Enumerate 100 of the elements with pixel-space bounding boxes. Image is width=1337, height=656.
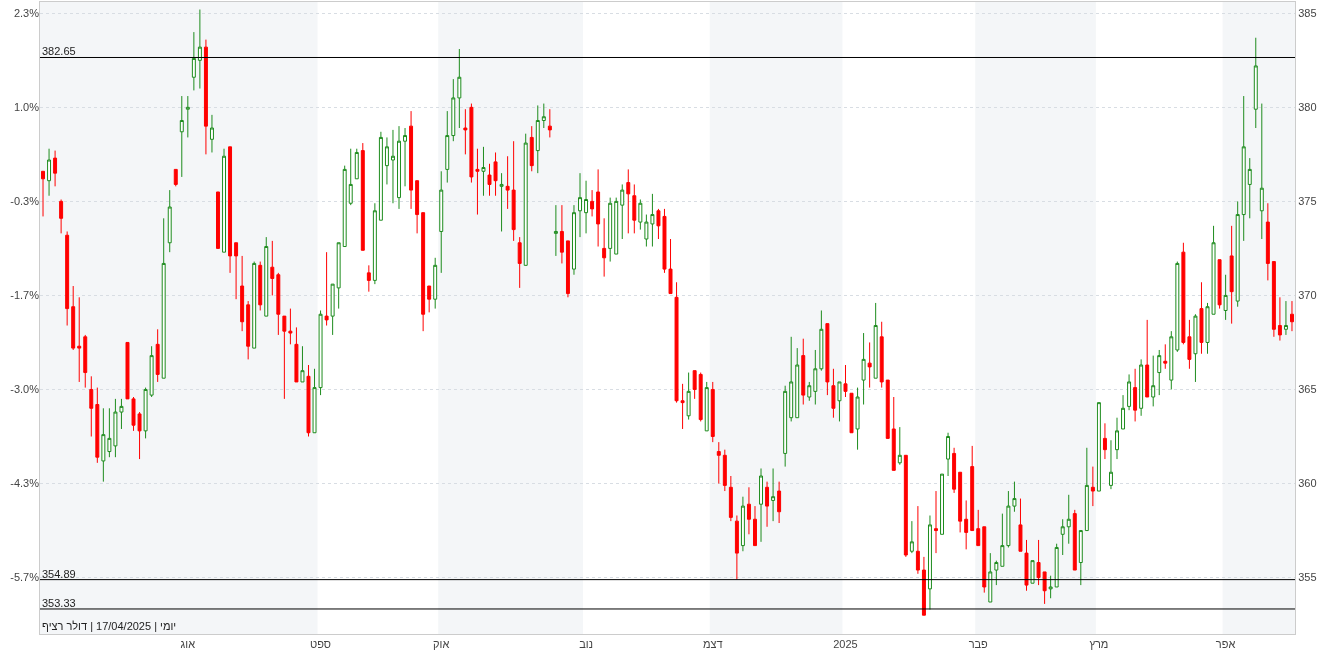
candlestick [783,385,788,468]
y2-tick-label: -3.0% [10,383,40,396]
candlestick [831,368,836,419]
candlestick [535,104,540,174]
candlestick [216,191,220,249]
candlestick [1084,447,1089,532]
candlestick [1127,373,1132,411]
x-tick-label: 2025 [833,638,858,651]
candlestick [789,336,794,422]
candlestick [1151,355,1156,407]
candlestick [964,499,969,550]
y2-tick-label: -5.7% [10,571,40,584]
candlestick [982,526,987,594]
candlestick [336,242,341,310]
candlestick [101,407,106,483]
candlestick [777,481,782,524]
candlestick [988,552,993,603]
candlestick [1102,422,1107,460]
candlestick [934,490,938,554]
candlestick [179,95,184,178]
candlestick [409,110,414,210]
ref-line-label: 354.89 [42,568,76,580]
candlestick [994,560,999,586]
candlestick [53,150,58,187]
candlestick [572,204,576,276]
candlestick [1157,349,1162,396]
candlestick [1133,368,1138,422]
candlestick [1247,157,1252,219]
candlestick [596,168,601,248]
candlestick [1229,225,1234,325]
candlestick [626,168,631,234]
candlestick [1277,296,1282,342]
candlestick [903,454,908,558]
candlestick [529,125,534,172]
candlestick [710,381,715,443]
candlestick [324,251,329,327]
candlestick [716,441,721,485]
candlestick [234,242,239,300]
candlestick [264,236,269,317]
candlestick [83,334,88,389]
candlestick [879,321,884,389]
candlestick [427,285,432,313]
candlestick [958,471,963,533]
candlestick [252,261,257,349]
x-tick-label: נוב [579,638,593,651]
candlestick [47,148,52,197]
candlestick [608,197,613,263]
candlestick [559,204,564,264]
candlestick [1199,281,1204,355]
candlestick [970,445,975,532]
y-tick-label: 355 [1298,571,1317,584]
candlestick [825,323,830,396]
candlestick [1078,530,1083,586]
candlestick [946,432,951,477]
candlestick [722,449,727,492]
candlestick [1253,37,1258,129]
candlestick [209,114,214,153]
candlestick [1090,466,1095,507]
candlestick [620,183,625,240]
candlestick [753,505,757,547]
candlestick [1175,261,1180,353]
candlestick [1054,543,1059,588]
candlestick [686,372,691,421]
candlestick [481,146,486,197]
candlestick [940,473,945,535]
candlestick [927,515,932,611]
y-tick-label: 370 [1298,289,1317,302]
candlestick [240,255,245,332]
candlestick [397,125,401,210]
candlestick [155,328,160,383]
candlestick [197,9,202,90]
candlestick [867,341,872,389]
candlestick [728,475,733,522]
candlestick [499,172,504,232]
candlestick [746,486,751,535]
candlestick [288,308,293,345]
x-tick-label: אוג [180,638,196,651]
candlestick [173,168,178,187]
candlestick [1024,539,1029,592]
candlestick [885,379,890,439]
candlestick [734,515,739,580]
candlestick [843,364,848,398]
candlestick [246,300,251,360]
candlestick [41,170,45,217]
candlestick [547,108,552,138]
candlestick [1193,313,1198,383]
candlestick [1048,575,1053,599]
ref-line-label: 382.65 [42,45,76,57]
candlestick [384,136,389,185]
candlestick [698,372,703,422]
candlestick [421,212,426,332]
x-tick-label: פבר [968,638,989,651]
candlestick [1241,95,1246,242]
candlestick [511,140,516,242]
candlestick [71,285,76,351]
candlestick [849,392,854,434]
candlestick [873,302,878,379]
candlestick [819,309,824,372]
y-tick-label: 365 [1298,383,1317,396]
candlestick [813,349,818,406]
